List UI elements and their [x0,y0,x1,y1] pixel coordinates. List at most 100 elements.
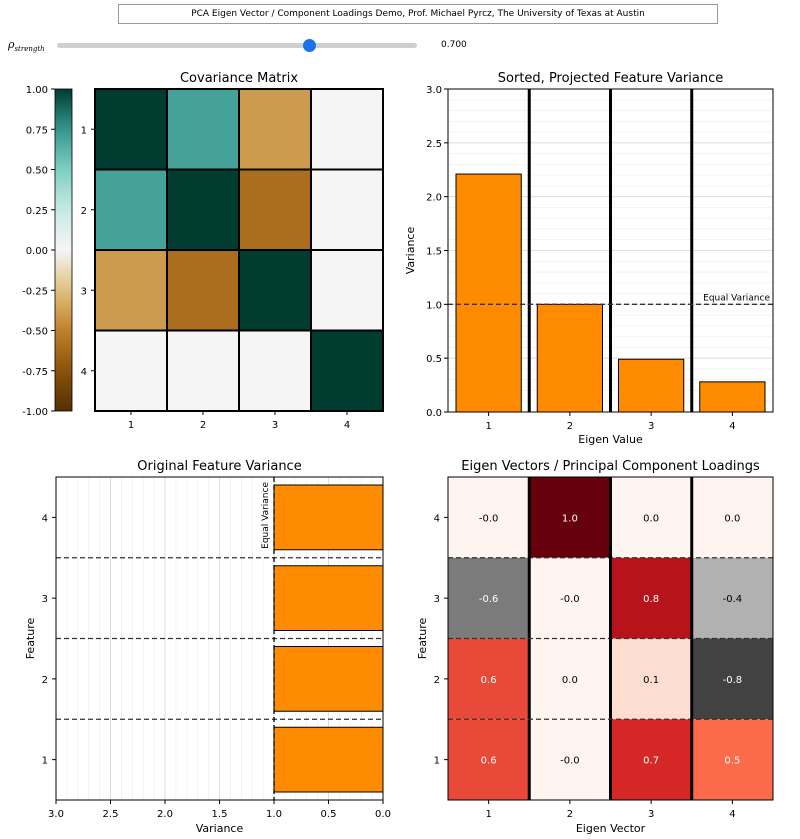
heatmap-cell [94,168,168,251]
heatmap-cell [310,329,384,412]
bar [273,484,384,551]
loading-cell [529,477,611,558]
y-tick-label: 3 [42,594,48,605]
bar [273,565,384,631]
loading-value: 0.7 [643,756,659,767]
y-tick-label: 3 [434,594,440,605]
loading-value: 1.0 [562,513,578,524]
bar [273,646,384,712]
colorbar-tick-label: -0.50 [22,327,48,338]
y-axis-label: Feature [416,617,429,659]
colorbar-tick-label: -0.75 [22,367,48,378]
y-tick-label: 1.5 [426,247,442,258]
colorbar-tick-label: 0.25 [26,206,48,217]
x-axis-label: Eigen Vector [576,822,646,835]
loading-cell [448,477,530,558]
chart-title: Eigen Vectors / Principal Component Load… [461,459,760,474]
x-tick-label: 1.0 [266,809,282,820]
loading-value: -0.0 [560,756,580,767]
slider-label: ρstrength [8,38,45,53]
loading-cell [610,477,692,558]
heatmap-cell [238,249,312,332]
y-tick-label: 1.0 [426,300,442,311]
loading-cell [448,638,530,720]
colorbar [54,88,73,412]
y-tick-label: 4 [81,367,87,378]
loading-cell [448,557,530,639]
y-tick-label: 0.0 [426,408,442,419]
x-tick-label: 2.5 [103,809,119,820]
heatmap-cell [166,249,240,332]
loading-cell [691,719,773,800]
heatmap-cell [310,88,384,171]
loading-value: -0.6 [479,594,499,605]
colorbar-tick-label: 1.00 [26,85,48,96]
chart-title: Original Feature Variance [137,459,301,474]
rho-strength-slider-thumb[interactable] [302,39,316,52]
x-tick-label: 2 [567,421,573,432]
heatmap-cell [310,249,384,332]
y-tick-label: 2 [42,675,48,686]
heatmap-cell [94,88,168,171]
slider-value-readout: 0.700 [441,40,467,50]
plot-frame [447,476,774,801]
loading-cell [691,477,773,558]
heatmap-cell [238,88,312,171]
colorbar-tick-label: 0.50 [26,166,48,177]
y-tick-label: 1 [42,756,48,767]
bar [455,173,522,413]
app-title: PCA Eigen Vector / Component Loadings De… [118,4,718,24]
loading-value: 0.0 [643,513,659,524]
colorbar-tick-label: -0.25 [22,286,48,297]
y-tick-label: 3.0 [426,85,442,96]
y-tick-label: 1 [434,756,440,767]
colorbar-tick-label: 0.75 [26,125,48,136]
loading-value: 0.6 [481,675,497,686]
x-tick-label: 4 [729,809,735,820]
x-tick-label: 1.5 [212,809,228,820]
heatmap-cell [238,329,312,412]
loading-value: 0.5 [724,756,740,767]
x-tick-label: 2 [567,809,573,820]
bar [536,303,603,413]
x-tick-label: 3 [272,420,278,431]
x-tick-label: 0.0 [375,809,391,820]
bar [273,726,384,793]
y-axis-label: Feature [24,617,37,659]
heatmap-cell [310,168,384,251]
loading-value: -0.0 [479,513,499,524]
bar [699,381,766,413]
x-tick-label: 0.5 [321,809,337,820]
heatmap-cell [238,168,312,251]
x-tick-label: 2 [200,420,206,431]
slider-label-subscript: strength [14,45,45,54]
loading-cell [610,638,692,720]
bar [618,358,685,413]
loading-cell [529,719,611,800]
loading-value: 0.6 [481,756,497,767]
y-tick-label: 2 [81,206,87,217]
y-tick-label: 2.0 [426,193,442,204]
heatmap-cell [94,329,168,412]
loading-value: -0.4 [723,594,743,605]
loading-cell [610,719,692,800]
equal-variance-label: Equal Variance [703,293,770,303]
y-tick-label: 3 [81,286,87,297]
chart-title: Covariance Matrix [180,71,298,86]
loading-cell [529,638,611,720]
x-tick-label: 3 [648,421,654,432]
y-tick-label: 4 [42,513,48,524]
loading-value: 0.1 [643,675,659,686]
y-tick-label: 2.5 [426,139,442,150]
x-axis-label: Eigen Value [578,433,643,446]
rho-strength-slider-track[interactable] [57,43,417,48]
x-tick-label: 4 [729,421,735,432]
loading-value: 0.0 [724,513,740,524]
chart-title: Sorted, Projected Feature Variance [498,71,723,86]
slider-label-symbol: ρ [8,38,15,51]
heatmap-cell [166,88,240,171]
x-tick-label: 1 [485,421,491,432]
loading-cell [529,557,611,639]
y-tick-label: 0.5 [426,354,442,365]
loading-cell [691,638,773,720]
